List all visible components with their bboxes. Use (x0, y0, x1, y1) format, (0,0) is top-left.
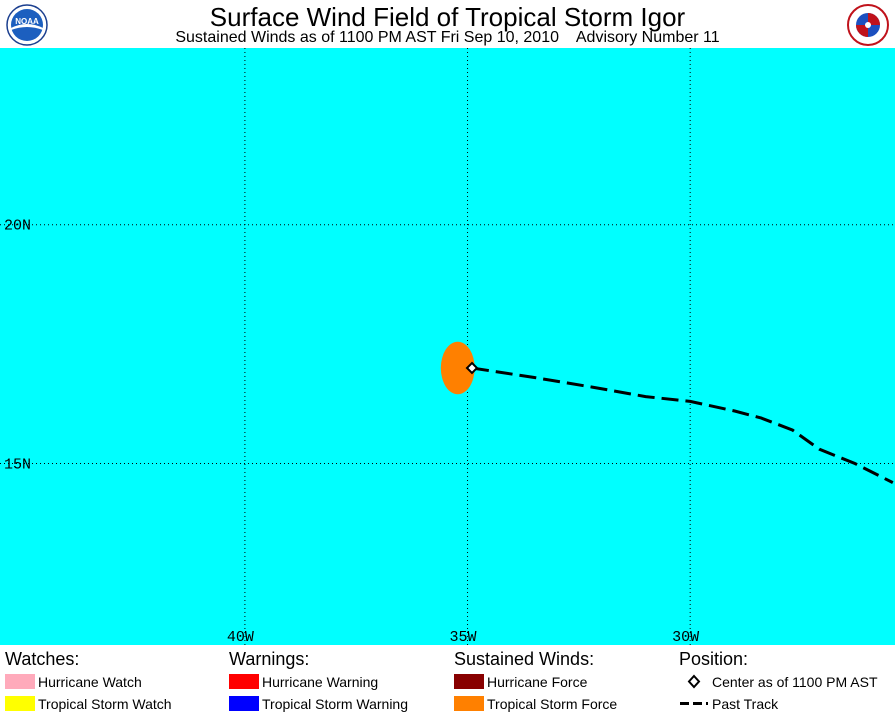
hurricane-force-swatch (454, 674, 484, 689)
legend-item-hurricane-warning: Hurricane Warning (229, 673, 378, 691)
ocean (0, 48, 895, 645)
svg-text:NOAA: NOAA (15, 17, 39, 26)
nws-logo (847, 4, 889, 46)
legend-item-past-track: Past Track (679, 695, 778, 713)
lon-label-40w: 40W (227, 629, 254, 645)
lat-label-20n: 20N (4, 218, 31, 235)
map-subtitle: Sustained Winds as of 1100 PM AST Fri Se… (175, 29, 720, 46)
legend-item-tropical-storm-force: Tropical Storm Force (454, 695, 617, 713)
lat-label-15n: 15N (4, 457, 31, 474)
legend-label: Center as of 1100 PM AST (712, 674, 878, 690)
legend-label: Tropical Storm Warning (262, 696, 409, 712)
tropical-storm-force-swatch (454, 696, 484, 711)
legend-item-hurricane-force: Hurricane Force (454, 673, 587, 691)
noaa-logo-graphic: NOAA (6, 4, 48, 46)
legend-position: Position: Center as of 1100 PM AST Past … (679, 649, 878, 712)
legend-item-tropical-storm-warning: Tropical Storm Warning (229, 695, 408, 713)
header: NOAA Surface Wind Field of Tropical Stor… (0, 0, 895, 48)
past-track-line (471, 366, 894, 484)
storm-center-diamond-icon (465, 361, 479, 375)
diamond-icon (679, 674, 709, 689)
legend-sustained-winds: Sustained Winds: Hurricane Force Tropica… (454, 649, 617, 712)
legend-item-hurricane-watch: Hurricane Watch (5, 673, 142, 691)
legend-label: Hurricane Watch (38, 674, 142, 690)
legend-label: Tropical Storm Watch (38, 696, 172, 712)
legend-winds-heading: Sustained Winds: (454, 649, 595, 669)
map-area[interactable]: 20N 15N 40W 35W 30W (0, 48, 895, 646)
legend-label: Tropical Storm Force (487, 696, 618, 712)
legend: Watches: Hurricane Watch Tropical Storm … (0, 645, 895, 716)
map-svg: 20N 15N 40W 35W 30W (0, 48, 895, 646)
legend-position-heading: Position: (679, 649, 749, 669)
nws-logo-graphic (847, 4, 889, 46)
lon-label-35w: 35W (450, 629, 477, 645)
tropical-storm-warning-swatch (229, 696, 259, 711)
legend-warnings: Warnings: Hurricane Warning Tropical Sto… (229, 649, 408, 712)
tropical-storm-watch-swatch (5, 696, 35, 711)
map-title: Surface Wind Field of Tropical Storm Igo… (209, 2, 686, 32)
legend-item-center: Center as of 1100 PM AST (679, 673, 878, 691)
legend-item-tropical-storm-watch: Tropical Storm Watch (5, 695, 172, 713)
legend-watches-heading: Watches: (5, 649, 80, 669)
hurricane-watch-swatch (5, 674, 35, 689)
tropical-storm-force-wind-field (440, 341, 475, 395)
legend-label: Hurricane Warning (262, 674, 379, 690)
legend-label: Past Track (712, 696, 779, 712)
noaa-logo: NOAA (6, 4, 48, 46)
hurricane-warning-swatch (229, 674, 259, 689)
lon-label-30w: 30W (672, 629, 699, 645)
dashed-line-icon (679, 696, 709, 711)
legend-label: Hurricane Force (487, 674, 588, 690)
legend-watches: Watches: Hurricane Watch Tropical Storm … (5, 649, 172, 712)
legend-warnings-heading: Warnings: (229, 649, 310, 669)
